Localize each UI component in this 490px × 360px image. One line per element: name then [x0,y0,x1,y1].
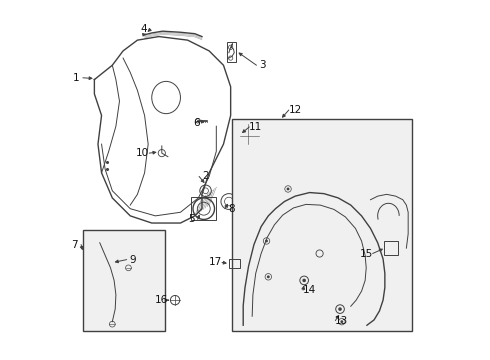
Circle shape [267,275,270,278]
Text: 17: 17 [209,257,222,267]
Circle shape [265,239,268,242]
Text: 4: 4 [141,24,147,35]
Bar [232,119,412,330]
Circle shape [287,188,290,190]
Text: 11: 11 [249,122,262,132]
Text: 9: 9 [130,255,136,265]
Bar [229,259,240,268]
Bar [384,241,398,255]
Text: 16: 16 [155,295,169,305]
Text: 3: 3 [260,60,266,70]
Circle shape [302,279,306,282]
Text: 7: 7 [72,239,78,249]
Circle shape [341,320,343,323]
Circle shape [338,307,342,311]
Bar [191,197,216,220]
Bar [227,42,236,62]
Text: 8: 8 [228,204,235,214]
Text: 1: 1 [73,73,80,83]
Text: 10: 10 [136,148,149,158]
Text: 15: 15 [360,248,373,258]
Text: 14: 14 [303,285,316,295]
Bar [240,125,259,144]
Text: 13: 13 [335,316,348,325]
Text: 6: 6 [193,118,200,128]
Text: 12: 12 [289,105,302,115]
Bar [83,230,166,330]
Text: 5: 5 [188,215,195,224]
Text: 2: 2 [202,171,209,181]
